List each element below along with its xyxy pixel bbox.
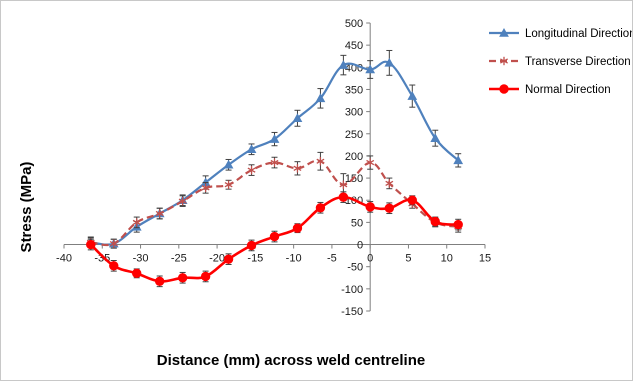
legend-marker-normal: [499, 84, 509, 94]
data-point-transverse: [109, 239, 118, 248]
data-point-normal: [154, 276, 165, 287]
x-tick-label: -20: [209, 253, 225, 265]
legend-label-transverse: Transverse Direction: [525, 56, 631, 68]
y-tick-label: -150: [341, 306, 363, 318]
x-tick-label: -10: [286, 253, 302, 265]
x-axis-title: Distance (mm) across weld centreline: [157, 352, 425, 369]
data-point-normal: [200, 271, 211, 282]
x-tick-label: -25: [171, 253, 187, 265]
y-tick-label: 250: [345, 129, 363, 141]
data-point-normal: [338, 192, 349, 202]
x-tick-label: 15: [479, 253, 491, 265]
x-tick-label: -15: [247, 253, 263, 265]
data-point-longitudinal: [269, 134, 280, 143]
series-layer: [85, 49, 464, 288]
data-point-normal: [132, 268, 142, 279]
data-point-transverse: [201, 183, 210, 193]
data-point-transverse: [224, 180, 233, 189]
series-longitudinal: [85, 49, 464, 249]
data-point-normal: [177, 273, 188, 283]
y-tick-label: 500: [345, 18, 363, 30]
y-tick-label: 50: [351, 217, 363, 229]
data-point-longitudinal: [315, 93, 326, 103]
y-axis-title: Stress (MPa): [18, 162, 35, 253]
data-point-normal: [365, 202, 375, 212]
legend-label-longitudinal: Longitudinal Direction: [525, 28, 632, 40]
data-point-normal: [453, 219, 463, 230]
legend-item-normal: Normal Direction: [489, 84, 611, 96]
x-tick-label: -30: [133, 253, 149, 265]
series-line-longitudinal: [90, 60, 459, 246]
data-point-transverse: [316, 157, 325, 166]
data-point-normal: [384, 203, 395, 213]
x-tick-label: -5: [327, 253, 337, 265]
axes: -40 -35 -30 -25 -20 -15 -10 -5 0 5 10 15-150-100-50…: [56, 18, 491, 318]
data-point-transverse: [385, 179, 394, 188]
data-point-longitudinal: [246, 144, 257, 154]
y-tick-label: 300: [345, 107, 363, 119]
data-point-transverse: [366, 158, 375, 167]
data-point-normal: [269, 231, 280, 242]
y-tick-label: 350: [345, 84, 363, 96]
data-point-transverse: [270, 158, 279, 167]
y-tick-label: 0: [357, 240, 363, 252]
legend-marker-transverse: [500, 56, 508, 66]
data-point-transverse: [339, 180, 348, 189]
data-point-normal: [223, 254, 234, 264]
legend-item-transverse: Transverse Direction: [489, 56, 631, 68]
data-point-longitudinal: [430, 133, 441, 142]
data-point-transverse: [247, 165, 256, 175]
data-point-normal: [109, 261, 119, 271]
y-tick-label: -100: [341, 284, 363, 296]
data-point-normal: [86, 239, 96, 250]
x-tick-label: 10: [441, 253, 453, 265]
data-point-longitudinal: [338, 60, 349, 69]
data-point-longitudinal: [365, 64, 376, 74]
legend-item-longitudinal: Longitudinal Direction: [489, 27, 632, 40]
data-point-longitudinal: [223, 159, 234, 169]
x-tick-label: 5: [405, 253, 411, 265]
data-point-normal: [292, 223, 303, 233]
data-point-longitudinal: [453, 155, 464, 165]
data-point-transverse: [293, 164, 302, 173]
series-line-transverse: [90, 159, 459, 247]
data-point-transverse: [132, 218, 141, 227]
x-tick-label: -40: [56, 253, 72, 265]
data-point-longitudinal: [407, 91, 418, 100]
data-point-transverse: [178, 196, 187, 206]
y-tick-label: 450: [345, 40, 363, 52]
data-point-longitudinal: [384, 57, 395, 67]
data-point-transverse: [155, 209, 164, 218]
data-point-longitudinal: [292, 113, 303, 123]
data-point-normal: [430, 216, 440, 227]
y-tick-label: -50: [347, 262, 363, 274]
data-point-normal: [315, 203, 326, 213]
data-point-normal: [246, 240, 257, 251]
x-tick-label: 0: [367, 253, 373, 265]
y-tick-label: 200: [345, 151, 363, 163]
legend: Longitudinal Direction Transverse Directi…: [489, 27, 632, 96]
legend-label-normal: Normal Direction: [525, 84, 611, 96]
series-normal: [86, 191, 463, 288]
legend-marker-longitudinal: [499, 27, 509, 37]
data-point-normal: [407, 195, 417, 205]
